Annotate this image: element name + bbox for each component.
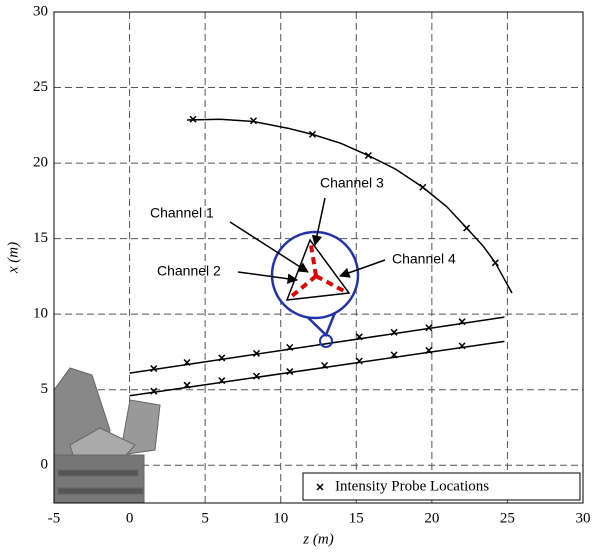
inset: [229, 197, 386, 348]
y-tick-label: 0: [41, 457, 49, 473]
probe-marker: [286, 368, 294, 376]
annotation: Channel 4: [392, 251, 456, 267]
x-tick-label: 5: [201, 510, 209, 526]
annotation: Channel 1: [150, 205, 214, 221]
plot-area: [129, 115, 513, 397]
legend-label: Intensity Probe Locations: [335, 478, 489, 494]
x-tick-label: 25: [500, 510, 515, 526]
probe-marker: [463, 224, 471, 232]
y-tick-label: 10: [33, 306, 48, 322]
x-tick-label: -5: [48, 510, 61, 526]
annotation: Channel 3: [320, 175, 384, 191]
probe-marker: [189, 115, 197, 123]
probe-marker: [183, 381, 191, 389]
x-axis-label: z (m): [302, 531, 333, 547]
probe-marker: [150, 387, 158, 395]
probe-marker: [308, 130, 316, 138]
line: [129, 340, 505, 397]
y-tick-label: 15: [33, 230, 48, 246]
probe-marker: [458, 318, 466, 326]
probe-marker: [183, 358, 191, 367]
probe-marker: [218, 354, 226, 362]
machinery: [54, 367, 161, 503]
axes-frame: [53, 11, 584, 504]
legend-marker: [316, 483, 324, 491]
x-tick-label: 20: [424, 510, 439, 526]
annotation: Channel 2: [157, 263, 221, 279]
x-tick-label: 0: [126, 510, 134, 526]
probe-marker: [355, 333, 363, 341]
probe-marker: [390, 351, 398, 359]
probe-marker: [425, 346, 433, 354]
probe-marker: [286, 343, 294, 351]
probe-marker: [425, 324, 433, 332]
probe-marker: [419, 183, 427, 191]
x-tick-label: 15: [349, 510, 364, 526]
probe-marker: [364, 151, 372, 160]
y-tick-label: 25: [33, 79, 48, 95]
y-axis-label: x (m): [5, 242, 21, 274]
y-tick-label: 20: [33, 155, 48, 171]
probe-marker: [355, 357, 363, 365]
y-tick-label: 5: [41, 381, 49, 397]
line: [129, 316, 505, 374]
probe-marker: [458, 342, 466, 350]
probe-marker: [390, 328, 398, 336]
probe-marker: [491, 259, 499, 267]
x-tick-label: 10: [273, 510, 288, 526]
probe-marker: [249, 117, 258, 125]
probe-marker: [321, 361, 329, 370]
probe-marker: [150, 365, 158, 373]
line: [186, 118, 513, 294]
x-tick-label: 30: [576, 510, 591, 526]
y-tick-label: 30: [33, 3, 48, 19]
probe-marker: [253, 372, 261, 380]
legend: [302, 472, 581, 501]
probe-marker: [253, 349, 261, 357]
probe-marker: [218, 377, 226, 385]
